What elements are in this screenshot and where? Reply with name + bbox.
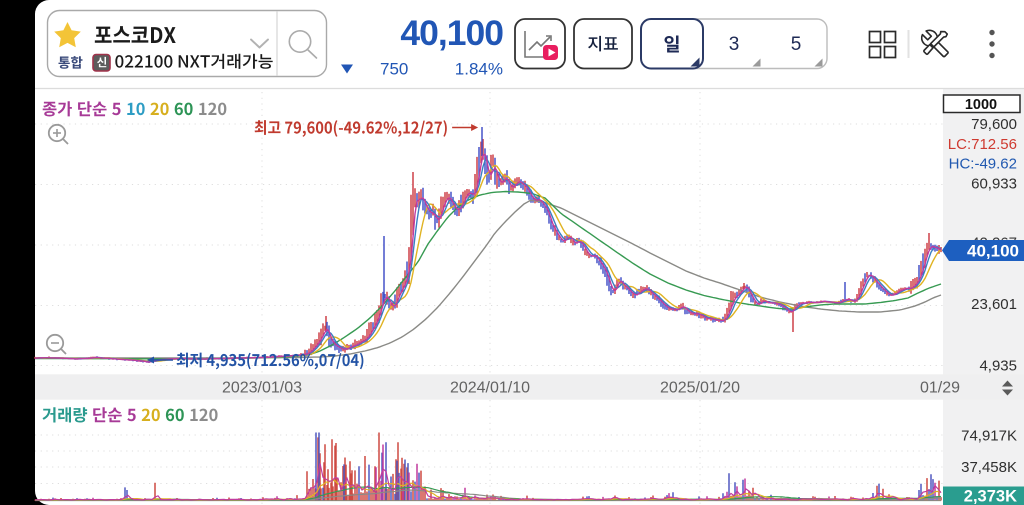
svg-text:5: 5 xyxy=(791,34,802,55)
svg-text:HC:-49.62: HC:-49.62 xyxy=(949,156,1017,173)
svg-text:2023/01/03: 2023/01/03 xyxy=(222,379,302,396)
svg-text:750: 750 xyxy=(380,60,408,79)
svg-text:40,100: 40,100 xyxy=(400,13,503,53)
svg-text:LC:712.56: LC:712.56 xyxy=(948,136,1017,153)
svg-text:4,935: 4,935 xyxy=(979,358,1017,375)
svg-text:2024/01/10: 2024/01/10 xyxy=(450,379,530,396)
svg-text:2025/01/20: 2025/01/20 xyxy=(660,379,740,396)
svg-text:60,933: 60,933 xyxy=(971,176,1017,193)
svg-text:23,601: 23,601 xyxy=(971,296,1017,313)
svg-text:1.84%: 1.84% xyxy=(455,60,503,79)
svg-text:79,600: 79,600 xyxy=(971,116,1017,133)
svg-text:3: 3 xyxy=(729,34,740,55)
svg-text:37,458K: 37,458K xyxy=(961,459,1017,476)
svg-text:40,100: 40,100 xyxy=(967,242,1019,261)
svg-text:74,917K: 74,917K xyxy=(961,428,1017,445)
svg-text:01/29: 01/29 xyxy=(920,379,960,396)
svg-text:1000: 1000 xyxy=(965,97,997,113)
svg-text:2,373K: 2,373K xyxy=(964,488,1017,505)
